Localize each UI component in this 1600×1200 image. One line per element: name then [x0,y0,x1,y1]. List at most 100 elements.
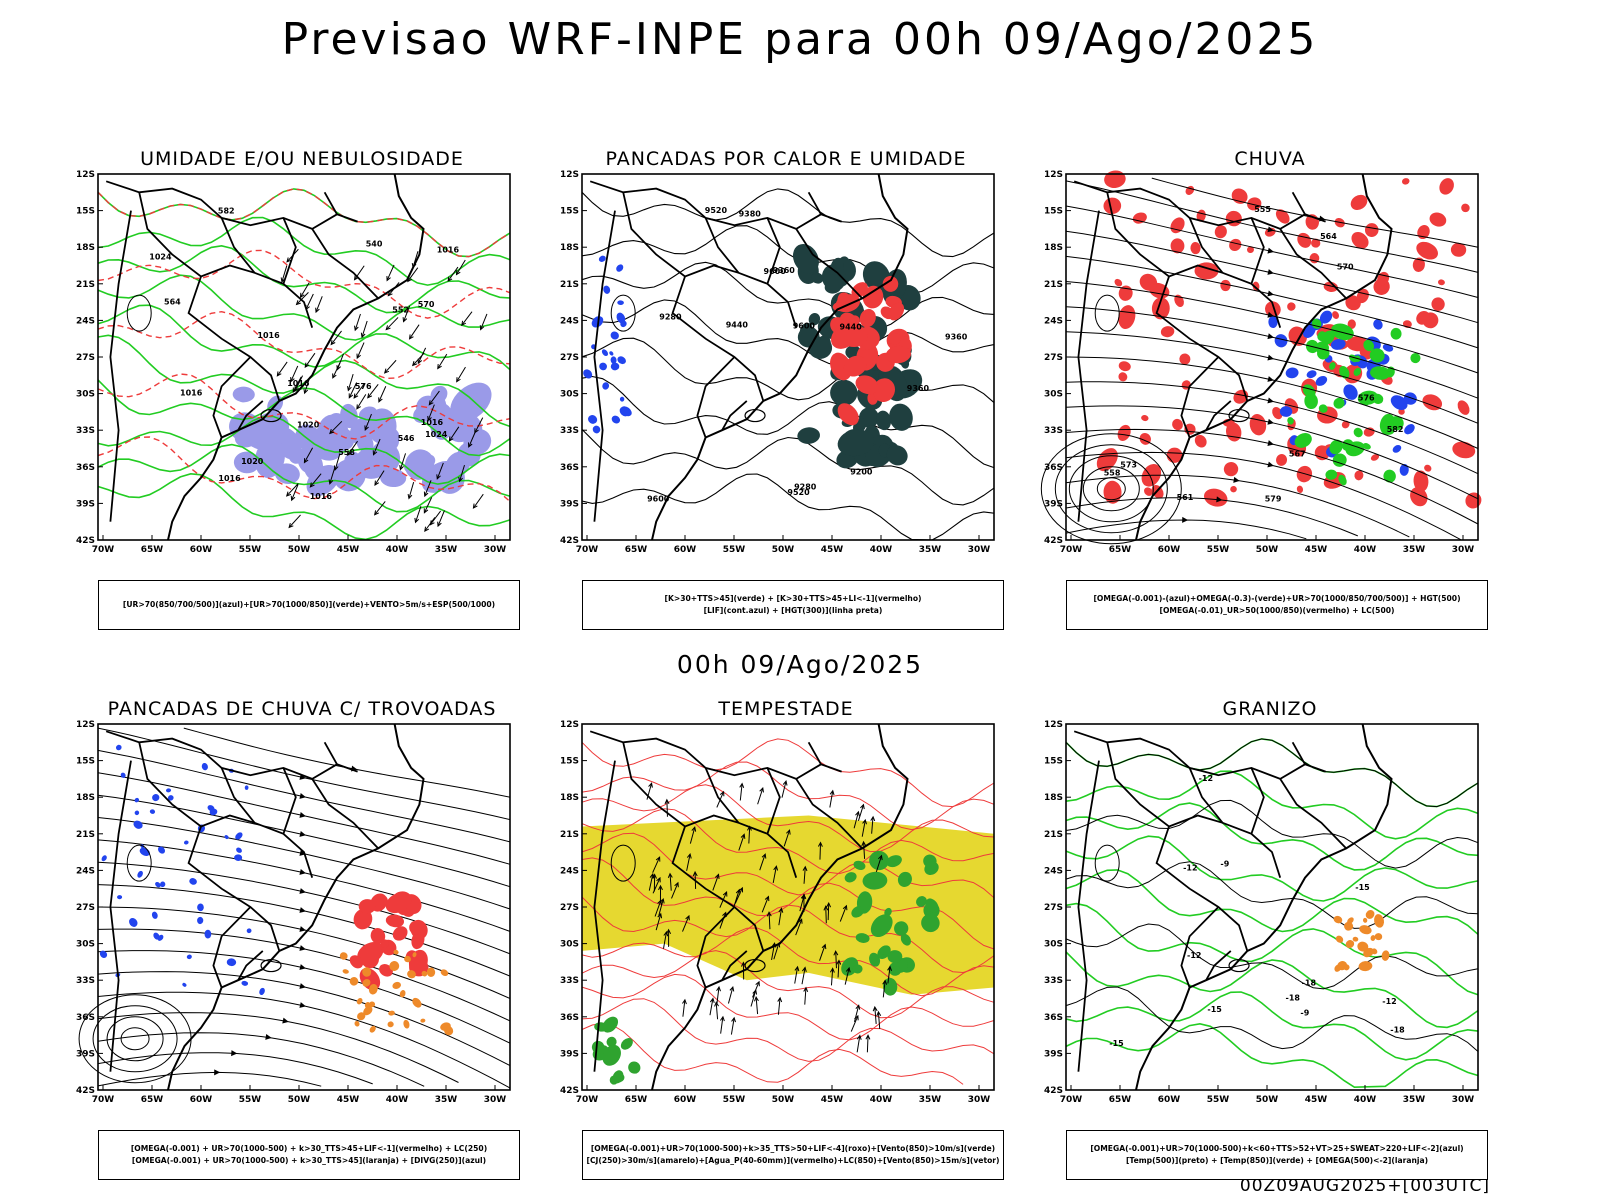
wind-vector-head [731,1016,736,1023]
wind-vector-head [315,307,320,314]
lat-label: 30S [76,390,95,400]
shade-blob [1363,339,1375,352]
border-line [1291,741,1306,765]
shade-blob [134,810,140,816]
wind-vector [730,1018,735,1035]
border-line [1188,217,1224,274]
shade-blob [1370,454,1380,461]
shade-blob [921,913,940,933]
wind-vector-head [845,966,851,973]
contour-line [97,244,511,314]
shade-blob [876,410,892,431]
wind-vector-head [374,480,380,486]
shade-blob [421,970,428,977]
temp-500-contours [1065,738,1479,1052]
wind-vector-head [286,257,292,263]
border-line [1106,742,1282,878]
shade-blob [603,285,611,294]
shade-blob [1160,326,1175,338]
legend-line-2: [LIF](cont.azul) + [HGT(300)](linha pret… [703,606,883,615]
streamline [97,1052,373,1085]
contour-label: 576 [1358,393,1375,402]
streamline-arrow [1267,247,1274,254]
lat-label: 18S [560,243,579,253]
shade-blob [1364,223,1379,237]
shade-blob [297,447,317,474]
contour-line [581,337,995,404]
wind-vector [830,969,834,986]
panel-title: CHUVA [1234,148,1306,170]
shade-blob [235,832,243,840]
streamline [97,727,511,821]
lat-label: 15S [560,207,579,217]
wind-vector [306,293,314,309]
shade-blob [197,903,204,912]
shade-blob [1354,470,1364,481]
rain-area [1096,170,1482,509]
wind-vector-head [299,292,305,299]
contour-label: 1020 [297,421,320,430]
lat-label: 33S [560,426,579,436]
lat-label: 18S [1044,243,1063,253]
shade-blob [115,744,122,751]
shade-blob [886,855,902,868]
shade-blob [1315,375,1328,386]
lagoon [744,958,766,973]
border-line [721,950,748,981]
shade-blob [851,906,864,918]
streamline-arrow [1267,418,1274,425]
geography [589,723,909,1091]
wind-vector-head [829,789,835,796]
lat-label: 24S [1044,316,1063,326]
shade-blob [1172,418,1183,431]
shade-blob [440,1022,451,1031]
wind-vector-head [356,404,361,410]
wind-vector [290,365,299,381]
streamline-arrow [299,964,306,970]
border-line [237,400,264,431]
streamline-arrow [1267,376,1274,382]
wind-vector-head [399,465,404,471]
shade-blob [1450,242,1467,257]
lat-label: 27S [1044,903,1063,913]
lagoon [1228,408,1250,423]
wind-vector [424,497,433,513]
shade-blob [379,964,393,977]
wind-vector-head [372,450,378,456]
wind-vector [403,305,411,321]
wind-vector-head [347,385,352,392]
shade-blob [1118,285,1133,301]
wind-vector-head [428,400,434,406]
streamline-arrow [231,1050,238,1057]
wind-vector [748,827,751,844]
wind-vector [734,888,743,904]
wind-vector [861,820,866,837]
shade-blob [209,808,218,816]
wind-vector [329,467,336,483]
shade-blob [830,379,858,406]
wind-vector-head [333,465,339,471]
wind-vector-head [740,833,746,839]
wind-vector-head [855,1004,861,1010]
border-line [795,228,863,300]
border-line [1106,192,1282,328]
wind-vector [459,464,465,481]
main-title: Previsao WRF-INPE para 00h 09/Ago/2025 [281,14,1319,65]
shade-blob [1383,469,1396,483]
wind-vector-head [329,429,335,435]
contour-line [581,950,995,1019]
shade-blob [1416,241,1438,260]
wind-vector-head [798,918,803,924]
contour-line [1065,923,1479,990]
shade-blob [859,308,876,328]
streamline-arrow [299,907,306,913]
shade-blob [362,978,371,987]
panel-pancadas-calor: PANCADAS POR CALOR E UMIDADE 9600 9520 960… [546,148,1026,630]
shade-blob [889,403,913,431]
wind-vector [755,998,759,1015]
lon-label: 60W [190,545,213,555]
lat-label: 18S [76,793,95,803]
wind-vector [877,1012,881,1029]
lon-label: 40W [1354,1095,1377,1105]
shade-blob [153,932,160,940]
